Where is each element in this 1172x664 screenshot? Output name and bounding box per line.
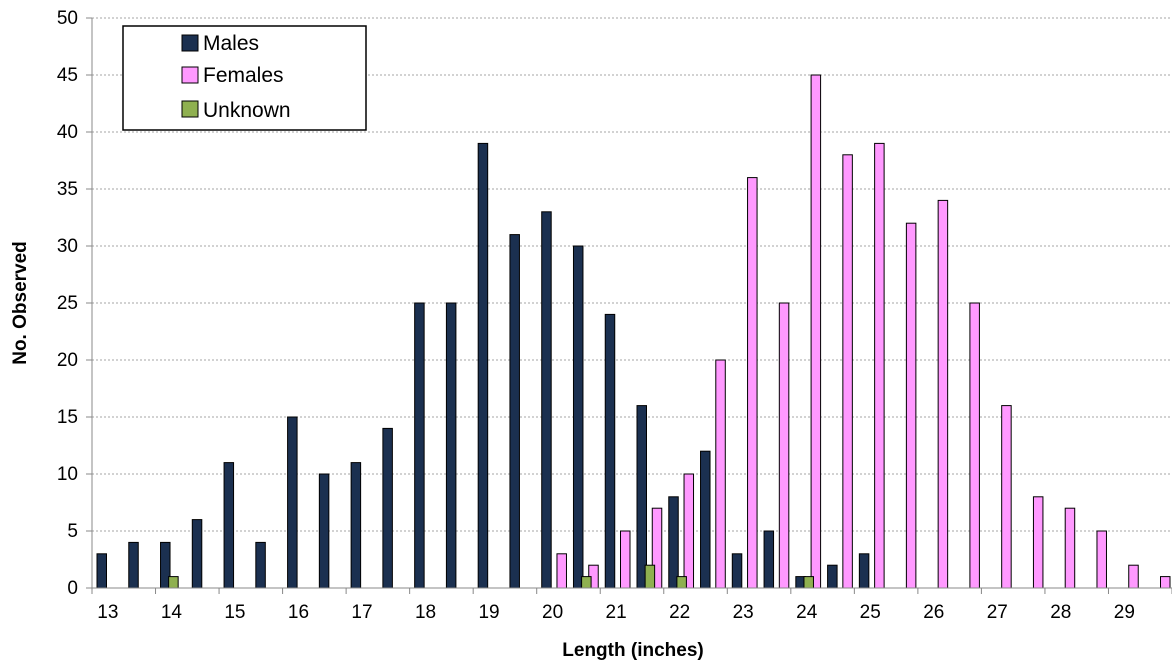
bar-females-24 [810,74,822,589]
x-tick-label: 20 [542,602,563,623]
bar-males-23.5 [763,530,775,589]
bar-males-15.5 [255,541,266,589]
bar-unknown-21.5 [644,564,656,589]
x-tick-label: 18 [415,602,436,623]
x-tick-label: 23 [733,602,754,623]
bar-females-29 [1128,564,1139,589]
bar-males-18 [414,302,425,589]
x-tick-label: 22 [669,602,690,623]
bar-females-26.5 [969,302,980,589]
bar-males-17 [350,462,362,589]
y-tick-label: 25 [57,293,78,314]
y-tick-label: 40 [57,122,78,143]
bar-males-20.5 [572,245,584,589]
bar-males-16 [287,416,298,589]
x-tick-label: 28 [1050,602,1071,623]
bar-unknown-22 [676,576,687,589]
bar-females-29.5 [1160,576,1171,589]
bar-females-23.5 [778,302,790,589]
bar-males-21 [604,313,616,589]
x-tick-label: 26 [923,602,944,623]
bar-unknown-14 [168,576,179,589]
x-tick-label: 15 [224,602,245,623]
x-tick-label: 14 [161,602,183,623]
y-tick-label: 15 [57,407,78,428]
x-tick-labels: 13 14 15 16 17 18 19 20 21 22 23 24 25 26 27 28 29 [97,602,1135,623]
y-tick-label: 10 [57,464,78,485]
y-tick-label: 0 [67,578,78,599]
x-tick-label: 24 [796,602,818,623]
bar-males-21.5 [636,405,647,589]
y-tick-label: 50 [57,8,78,29]
bar-males-24.5 [827,564,838,589]
bar-males-16.5 [318,473,330,589]
x-tick-label: 27 [987,602,1008,623]
legend-label-females: Females [203,64,284,87]
bar-males-17.5 [382,427,393,589]
bar-unknown-20.5 [581,576,592,589]
legend-swatch-males [181,34,199,52]
y-axis-title: No. Observed [10,241,31,365]
x-tick-label: 16 [288,602,309,623]
bar-females-23 [747,177,758,589]
x-tick-label: 17 [351,602,372,623]
x-tick-label: 25 [860,602,881,623]
y-tick-label: 45 [57,65,78,86]
x-tick-label: 21 [606,602,627,623]
bar-females-24.5 [842,154,853,589]
bar-males-23 [731,553,743,589]
bar-females-27.5 [1032,496,1044,589]
legend-swatch-unknown [181,100,199,118]
bar-males-19.5 [509,234,520,589]
bar-males-15 [223,462,235,589]
bar-males-18.5 [445,302,457,589]
x-tick-label: 13 [97,602,118,623]
bar-males-20 [541,211,552,589]
y-tick-label: 35 [57,179,78,200]
bar-males-14.5 [191,519,203,589]
x-tick-label: 19 [478,602,499,623]
bar-females-25 [874,142,885,589]
bar-females-28.5 [1096,530,1107,589]
y-tick-label: 20 [57,350,78,371]
bar-males-13.5 [128,541,139,589]
bar-females-26 [937,199,949,589]
legend: Males Females Unknown [122,25,367,131]
y-tick-labels: 0 5 10 15 20 25 30 35 40 45 50 [57,8,78,599]
y-tick-label: 5 [67,521,78,542]
bar-females-21 [620,530,631,589]
axes [91,18,1172,594]
legend-box [122,25,367,131]
legend-label-males: Males [203,32,259,55]
bar-females-27 [1001,405,1012,589]
bar-females-22.5 [715,359,726,589]
bar-females-22 [683,473,695,589]
legend-swatch-females [181,66,199,84]
bars [96,74,1171,589]
bar-males-13 [96,553,107,589]
bar-males-22.5 [700,450,711,589]
bar-unknown-24 [803,576,814,589]
bar-females-25.5 [905,222,917,589]
bar-males-19 [477,142,489,589]
y-tick-label: 30 [57,236,78,257]
x-axis-title: Length (inches) [562,640,703,661]
x-tick-label: 29 [1114,602,1135,623]
bar-males-25 [858,553,870,589]
bar-females-20 [556,553,567,589]
legend-label-unknown: Unknown [203,99,291,122]
gridlines [86,17,1172,589]
bar-females-28 [1064,507,1076,589]
bar-males-22 [668,496,679,589]
